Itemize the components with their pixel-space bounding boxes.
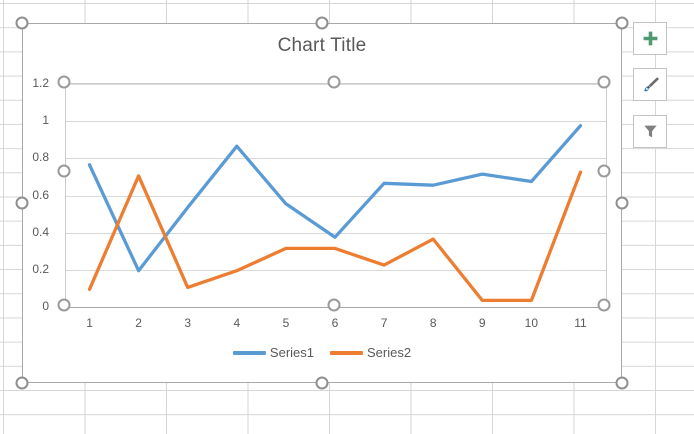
chart-selection-handle[interactable] [15, 196, 29, 210]
plot-area-selection-handle[interactable] [57, 298, 71, 312]
plot-area-selection-handle[interactable] [327, 298, 341, 312]
paintbrush-icon [641, 75, 660, 94]
y-axis-label: 0 [42, 299, 49, 313]
chart-gridline [66, 195, 606, 197]
chart-selection-handle[interactable] [615, 196, 629, 210]
legend-label: Series2 [367, 345, 412, 360]
series1-line[interactable] [87, 124, 583, 273]
legend-label: Series1 [269, 345, 314, 360]
chart-gridline [66, 269, 606, 271]
y-axis-label: 0.6 [32, 187, 49, 202]
plus-icon [642, 30, 659, 47]
y-axis-label: 0.2 [32, 261, 49, 276]
plot-area-selection-handle[interactable] [597, 298, 611, 312]
x-axis-label: 2 [135, 316, 142, 330]
chart-object[interactable]: Chart Title Series1 Series2 0 0.2 0.4 0.6 0.8… [22, 23, 622, 383]
chart-filters-button[interactable] [633, 115, 667, 148]
plot-area-selection-handle[interactable] [327, 75, 341, 89]
series2-line[interactable] [87, 170, 583, 303]
y-axis-label: 1 [42, 113, 49, 128]
x-axis-label: 5 [282, 316, 290, 330]
x-axis-label: 7 [380, 316, 388, 330]
y-axis-label: 0.8 [32, 150, 49, 165]
x-axis-label: 8 [429, 316, 437, 330]
chart-selection-handle[interactable] [315, 16, 329, 30]
chart-selection-handle[interactable] [15, 16, 29, 30]
plot-area-selection-handle[interactable] [57, 75, 71, 89]
chart-selection-handle[interactable] [615, 16, 629, 30]
funnel-icon [642, 123, 659, 140]
chart-selection-handle[interactable] [315, 376, 329, 390]
plot-area-selection-handle[interactable] [597, 75, 611, 89]
y-axis-label: 1.2 [32, 76, 49, 90]
legend-line-swatch [232, 350, 266, 355]
chart-selection-handle[interactable] [15, 376, 29, 390]
x-axis-label: 3 [184, 316, 192, 330]
plot-area-selection-handle[interactable] [57, 164, 71, 178]
plot-area-selection-handle[interactable] [597, 164, 611, 178]
x-axis-label: 11 [574, 316, 587, 330]
x-axis-label: 1 [86, 316, 93, 330]
x-axis-label: 10 [524, 316, 539, 330]
chart-selection-handle[interactable] [615, 376, 629, 390]
chart-gridline [66, 232, 606, 234]
y-axis-label: 0.4 [32, 224, 49, 239]
x-axis-label: 6 [331, 316, 339, 330]
chart-gridline [66, 121, 606, 123]
legend-item-series2[interactable]: Series2 [330, 345, 411, 360]
chart-title[interactable]: Chart Title [277, 35, 367, 56]
legend-line-swatch [330, 350, 363, 355]
x-axis-label: 4 [233, 316, 241, 330]
series-lines-layer [87, 124, 583, 303]
chart-styles-button[interactable] [633, 68, 667, 101]
plot-area[interactable] [65, 83, 607, 308]
chart-legend[interactable]: Series1 Series2 [232, 345, 411, 360]
chart-gridline [66, 158, 606, 160]
legend-item-series1[interactable]: Series1 [232, 345, 314, 360]
chart-elements-button[interactable] [633, 22, 667, 55]
x-axis-label: 9 [478, 316, 486, 330]
